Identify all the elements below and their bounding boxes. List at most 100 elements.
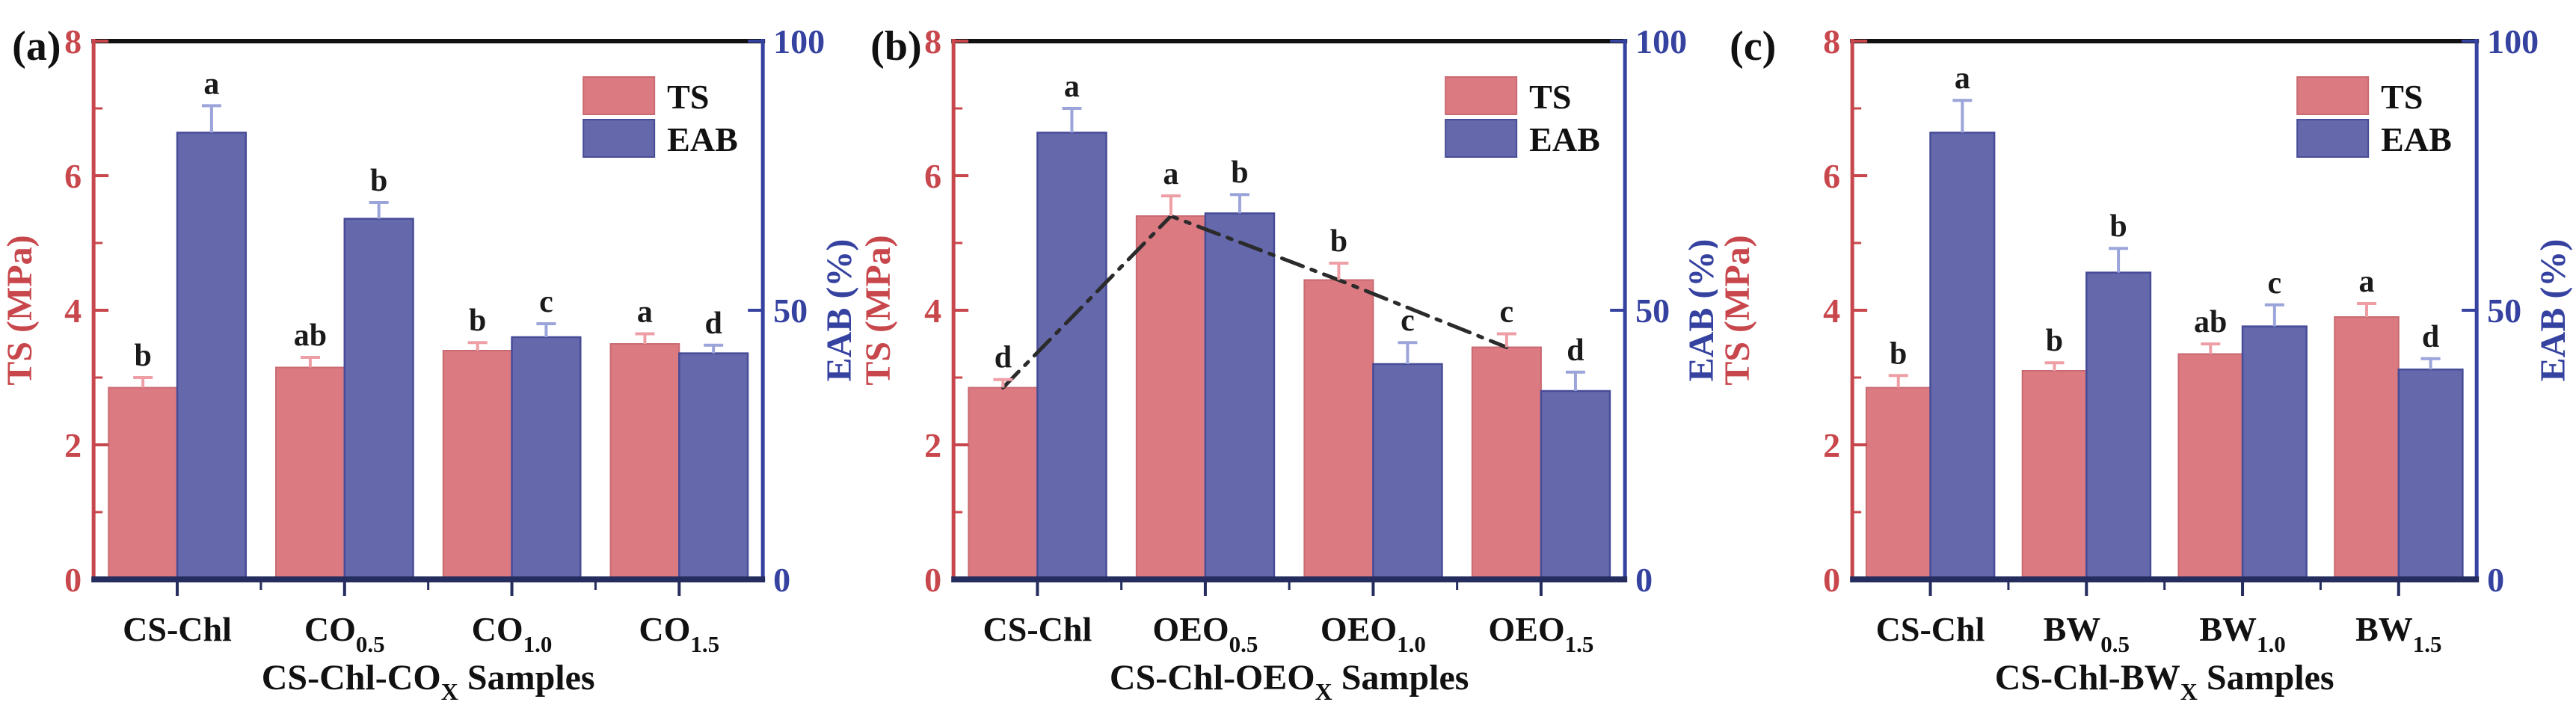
x-tick-label: CS-Chl: [983, 610, 1092, 648]
significance-letter-eab: a: [1954, 61, 1970, 96]
ts-bar-CO0.5: [275, 366, 345, 580]
significance-letter-eab: d: [2422, 320, 2439, 354]
eab-bar-BW1.0: [2241, 325, 2308, 581]
right-tick-label: 50: [773, 292, 808, 330]
right-axis-title: EAB (%): [820, 239, 858, 382]
left-tick-label: 6: [64, 157, 82, 195]
legend: TS EAB: [582, 76, 738, 158]
legend: TS EAB: [1445, 76, 1600, 158]
legend-eab-swatch: [1445, 119, 1518, 158]
significance-letter-ts: c: [1500, 295, 1514, 330]
right-tick-label: 100: [773, 22, 825, 61]
left-axis-title: TS (MPa): [858, 235, 898, 385]
x-tick-label: BW0.5: [2043, 610, 2129, 657]
eab-bar-CS-Chl: [176, 132, 248, 581]
left-tick-label: 0: [924, 561, 941, 599]
significance-letter-eab: c: [2267, 266, 2281, 301]
left-tick-label: 2: [924, 426, 941, 464]
x-tick-label: CO1.0: [472, 610, 553, 657]
ts-bar-BW0.5: [2021, 370, 2087, 580]
x-tick-label: BW1.0: [2199, 610, 2285, 657]
legend-eab-swatch: [2296, 119, 2369, 158]
significance-letter-ts: b: [1330, 224, 1347, 259]
eab-bar-CO0.5: [343, 218, 414, 581]
legend-eab-swatch: [582, 119, 656, 158]
panel-tag: (c): [1730, 23, 1776, 70]
significance-letter-eab: b: [1232, 156, 1249, 190]
x-tick-label: OEO1.5: [1489, 610, 1594, 657]
panel-tag: (a): [12, 23, 61, 70]
ts-bar-OEO1.0: [1303, 279, 1374, 580]
left-tick-label: 8: [64, 22, 82, 61]
right-tick-label: 50: [2487, 292, 2521, 330]
significance-letter-eab: c: [1401, 304, 1415, 338]
panel-tag: (b): [870, 23, 921, 70]
significance-letter-ts: ab: [294, 318, 327, 353]
left-tick-label: 6: [1823, 157, 1840, 195]
left-tick-label: 6: [924, 157, 941, 195]
left-tick-label: 0: [1823, 561, 1840, 599]
eab-bar-CS-Chl: [1036, 132, 1108, 581]
significance-letter-ts: a: [637, 295, 653, 330]
significance-letter-ts: b: [469, 304, 486, 338]
chart-b: (b) d a a b b c c d 0 2 4 6 8 0 50 100 CS-Chl OEO0.5 OEO1.0…: [858, 0, 1718, 705]
ts-bar-BW1.0: [2177, 353, 2243, 580]
significance-letter-eab: c: [539, 285, 553, 319]
panel-a: (a) b a ab b b c a d 0 2 4 6 8 0 50 100 CS-Chl CO0.5 CO1.0 C…: [0, 0, 858, 705]
legend-ts-label: TS: [1529, 78, 1571, 116]
error-bars-group: b a ab b b c a d: [133, 67, 724, 388]
legend-eab-label: EAB: [1529, 120, 1600, 158]
x-tick-label: CO1.5: [639, 610, 719, 657]
x-tick-label: CO0.5: [304, 610, 385, 657]
right-tick-label: 0: [1635, 561, 1653, 599]
eab-bar-CO1.5: [678, 352, 749, 581]
left-tick-label: 8: [1823, 22, 1840, 61]
left-axis-title: TS (MPa): [1718, 235, 1757, 385]
panel-b: (b) d a a b b c c d 0 2 4 6 8 0 50 100 CS-Chl OEO0.5 OEO1.0…: [858, 0, 1718, 705]
x-axis-title: CS-Chl-BWX Samples: [1994, 658, 2334, 705]
significance-letter-eab: b: [2109, 209, 2127, 244]
legend-ts-swatch: [582, 76, 656, 115]
x-tick-label: OEO0.5: [1153, 610, 1258, 657]
left-tick-label: 4: [924, 292, 941, 330]
legend-ts-label: TS: [667, 78, 709, 116]
legend-ts-swatch: [1445, 76, 1518, 115]
ts-bar-CO1.0: [442, 350, 513, 580]
right-tick-label: 100: [2487, 22, 2539, 61]
x-tick-label: BW1.5: [2355, 610, 2441, 657]
significance-letter-ts: a: [2358, 265, 2374, 299]
x-axis-title: CS-Chl-OEOX Samples: [1110, 658, 1469, 705]
bars-group: [108, 132, 749, 581]
eab-bar-OEO1.0: [1372, 363, 1444, 581]
eab-bar-BW0.5: [2085, 271, 2151, 581]
x-axis-title: CS-Chl-COX Samples: [262, 658, 595, 705]
significance-letter-ts: ab: [2194, 305, 2227, 339]
left-axis-title: TS (MPa): [0, 235, 40, 385]
panel-c: (c) b a b b ab c a d 0 2 4 6 8 0 50 100 CS-Chl BW0.5 BW1.0 B…: [1717, 0, 2576, 705]
ts-bar-CS-Chl: [108, 387, 179, 580]
right-axis-title: EAB (%): [1682, 239, 1717, 382]
significance-letter-eab: b: [370, 164, 387, 198]
panel-background: [858, 0, 1718, 705]
ts-bar-BW1.5: [2333, 316, 2400, 580]
eab-bar-OEO0.5: [1204, 212, 1276, 581]
x-tick-label: CS-Chl: [1875, 610, 1985, 648]
legend-eab-label: EAB: [667, 120, 738, 158]
legend-eab-label: EAB: [2381, 120, 2452, 158]
ts-bar-CO1.5: [609, 343, 680, 580]
left-tick-label: 2: [1823, 426, 1840, 464]
significance-letter-eab: a: [1064, 70, 1080, 104]
right-tick-label: 0: [2487, 561, 2504, 599]
error-bars-group: d a a b b c c d: [993, 70, 1586, 391]
eab-bar-CS-Chl: [1928, 132, 1996, 581]
left-tick-label: 0: [64, 561, 82, 599]
ts-bar-OEO1.5: [1472, 346, 1543, 580]
left-tick-label: 4: [1823, 292, 1840, 330]
eab-bar-CO1.0: [511, 336, 582, 581]
right-tick-label: 50: [1635, 292, 1670, 330]
right-axis-title: EAB (%): [2533, 239, 2573, 382]
x-tick-label: OEO1.0: [1321, 610, 1426, 657]
